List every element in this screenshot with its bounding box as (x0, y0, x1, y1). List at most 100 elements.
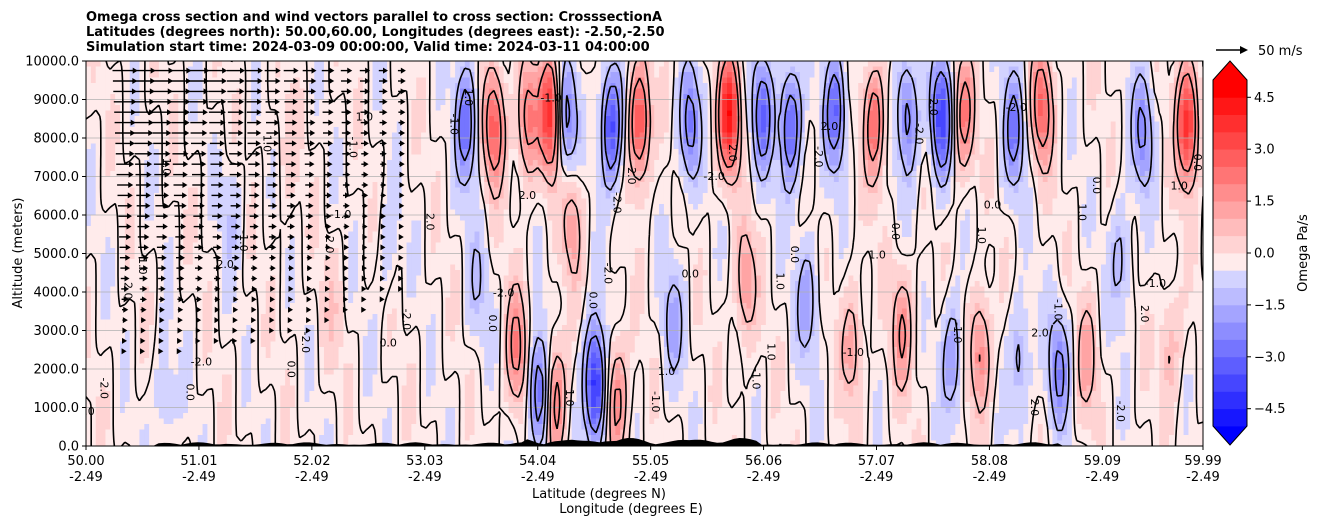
omega-cell (799, 138, 806, 145)
omega-cell (445, 83, 451, 90)
omega-cell (95, 143, 102, 150)
omega-cell (1086, 127, 1092, 134)
omega-cell (527, 94, 534, 101)
omega-cell (445, 121, 451, 128)
omega-cell (659, 61, 665, 68)
omega-cell (969, 121, 976, 128)
omega-cell (1052, 110, 1058, 117)
omega-cell (416, 171, 422, 178)
omega-cell (639, 132, 646, 139)
omega-cell (95, 165, 102, 172)
omega-cell (848, 88, 854, 95)
omega-cell (105, 77, 111, 84)
omega-cell (479, 171, 485, 178)
omega-cell (100, 138, 107, 145)
omega-cell (785, 94, 791, 101)
omega-cell (187, 121, 194, 128)
omega-cell (459, 149, 466, 156)
omega-cell (999, 160, 1005, 167)
omega-cell (377, 105, 383, 112)
omega-cell (945, 72, 952, 79)
omega-cell (192, 138, 199, 145)
omega-cell (999, 171, 1005, 178)
omega-cell (960, 127, 966, 134)
omega-cell (469, 61, 476, 68)
omega-cell (1028, 138, 1034, 145)
omega-cell (979, 110, 986, 117)
omega-cell (770, 110, 777, 117)
omega-cell (649, 165, 655, 172)
omega-cell (999, 121, 1005, 128)
omega-cell (289, 176, 296, 183)
omega-cell (280, 66, 286, 73)
omega-cell (503, 72, 510, 79)
omega-cell (493, 176, 500, 183)
omega-cell (95, 154, 102, 161)
omega-cell (1052, 160, 1058, 167)
omega-cell (1081, 77, 1088, 84)
omega-cell (139, 99, 145, 106)
omega-cell (921, 61, 927, 68)
omega-cell (1013, 88, 1020, 95)
omega-cell (906, 105, 913, 112)
omega-cell (183, 105, 189, 112)
omega-cell (513, 116, 519, 123)
omega-cell (236, 138, 243, 145)
omega-cell (387, 154, 393, 161)
omega-cell (906, 61, 913, 68)
omega-cell (319, 176, 325, 183)
omega-cell (353, 99, 359, 106)
omega-cell (829, 94, 835, 101)
omega-cell (411, 83, 417, 90)
omega-cell (173, 66, 179, 73)
omega-cell (790, 149, 796, 156)
omega-cell (1125, 160, 1131, 167)
omega-cell (168, 105, 175, 112)
omega-cell (775, 99, 782, 106)
omega-cell (1105, 160, 1112, 167)
omega-cell (231, 127, 238, 134)
omega-cell (819, 171, 825, 178)
omega-cell (153, 143, 160, 150)
omega-cell (561, 176, 568, 183)
omega-cell (508, 149, 514, 156)
omega-cell (110, 143, 116, 150)
omega-cell (469, 66, 476, 73)
omega-cell (722, 138, 728, 145)
omega-cell (241, 138, 247, 145)
omega-cell (707, 61, 714, 68)
omega-cell (561, 160, 568, 167)
omega-cell (479, 88, 485, 95)
omega-cell (187, 94, 194, 101)
omega-cell (1135, 105, 1141, 112)
omega-cell (1018, 121, 1024, 128)
omega-cell (678, 176, 684, 183)
omega-cell (814, 83, 820, 90)
omega-cell (387, 77, 393, 84)
omega-cell (192, 121, 199, 128)
omega-cell (168, 127, 175, 134)
omega-cell (712, 61, 718, 68)
omega-cell (833, 72, 840, 79)
omega-cell (731, 132, 738, 139)
omega-cell (489, 99, 495, 106)
omega-cell (1178, 171, 1185, 178)
omega-cell (702, 176, 709, 183)
omega-cell (848, 77, 854, 84)
omega-cell (435, 154, 442, 161)
omega-cell (153, 149, 160, 156)
omega-cell (1188, 94, 1194, 101)
omega-cell (144, 160, 150, 167)
omega-cell (484, 83, 490, 90)
omega-cell (683, 143, 689, 150)
omega-cell (537, 176, 544, 183)
omega-cell (168, 165, 175, 172)
omega-cell (799, 154, 806, 161)
omega-cell (299, 72, 306, 79)
omega-cell (1105, 121, 1112, 128)
omega-cell (707, 138, 714, 145)
omega-cell (1144, 66, 1151, 73)
omega-cell (406, 88, 412, 95)
omega-cell (649, 171, 655, 178)
